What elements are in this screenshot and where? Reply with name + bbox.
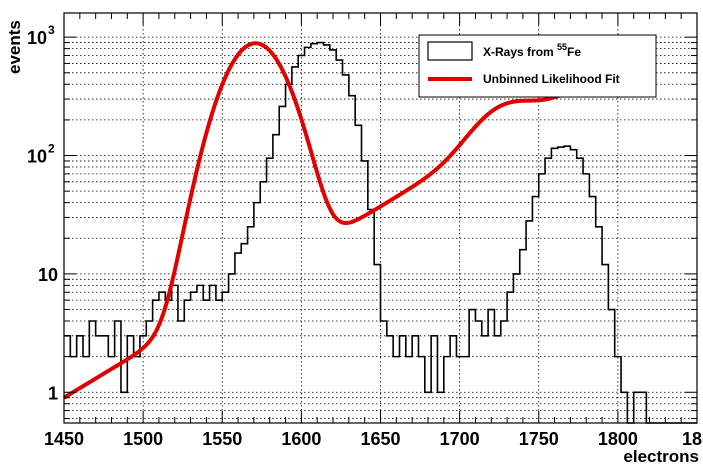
y-tick-exponent: 3	[48, 23, 55, 37]
y-axis-title: events	[5, 20, 24, 74]
y-tick-label: 1	[48, 383, 58, 403]
x-tick-label: 1550	[202, 429, 242, 449]
y-tick-label: 10	[27, 28, 47, 48]
legend-histogram-suffix: Fe	[567, 45, 581, 59]
x-tick-label: 1800	[598, 429, 638, 449]
x-tick-label: 1750	[519, 429, 559, 449]
fit-curve	[62, 41, 582, 400]
x-tick-label: 1650	[360, 429, 400, 449]
legend-histogram-label: X-Rays from 55Fe	[483, 42, 581, 59]
fit-series	[62, 41, 582, 400]
x-tick-labels: 1450 1500 1550 1600 1650 1700 1750 1800 185	[44, 429, 703, 449]
legend-histogram-sup: 55	[557, 42, 567, 52]
x-tick-label: 1500	[123, 429, 163, 449]
x-tick-label: 1700	[440, 429, 480, 449]
x-axis-title: electrons	[623, 447, 699, 465]
legend: X-Rays from 55Fe Unbinned Likelihood Fit	[418, 34, 657, 98]
legend-histogram-swatch	[427, 41, 473, 61]
x-tick-label: 185	[682, 429, 703, 449]
x-tick-label: 1600	[281, 429, 321, 449]
legend-fit-label: Unbinned Likelihood Fit	[483, 72, 620, 86]
y-tick-label: 10	[38, 265, 58, 285]
legend-histogram-text: X-Rays from	[483, 45, 557, 59]
axis-ticks	[63, 13, 698, 423]
y-tick-exponent: 2	[48, 142, 55, 156]
y-tick-label: 10	[27, 147, 47, 167]
x-tick-label: 1450	[44, 429, 84, 449]
